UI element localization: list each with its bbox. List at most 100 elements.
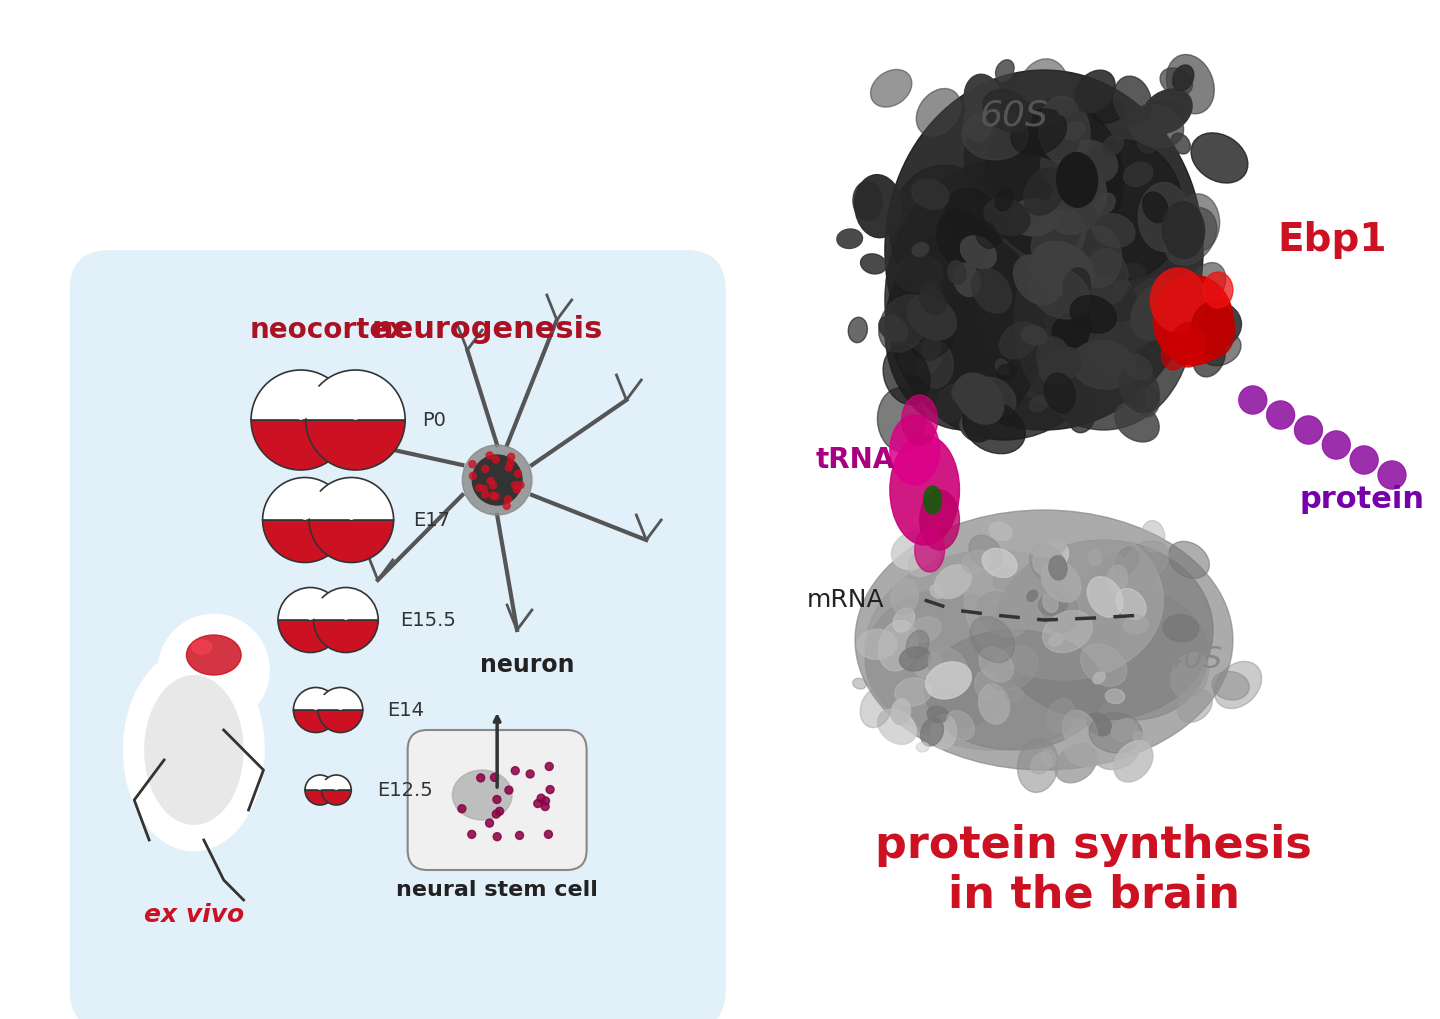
Ellipse shape: [1077, 152, 1094, 167]
Circle shape: [469, 473, 477, 480]
Ellipse shape: [1064, 121, 1084, 141]
Ellipse shape: [1038, 593, 1067, 615]
Circle shape: [1322, 431, 1351, 459]
Circle shape: [468, 830, 475, 839]
Circle shape: [508, 453, 514, 461]
Text: P0: P0: [422, 411, 446, 429]
Ellipse shape: [1041, 560, 1081, 602]
Ellipse shape: [972, 269, 1011, 313]
Text: neuron: neuron: [480, 653, 575, 677]
Ellipse shape: [969, 535, 1002, 570]
Ellipse shape: [979, 684, 1009, 725]
Ellipse shape: [1191, 132, 1248, 183]
Circle shape: [495, 807, 504, 815]
Ellipse shape: [910, 616, 942, 642]
Ellipse shape: [912, 243, 929, 257]
Circle shape: [511, 766, 520, 774]
Ellipse shape: [1130, 283, 1182, 340]
Circle shape: [505, 464, 513, 471]
Ellipse shape: [995, 190, 1012, 211]
Ellipse shape: [917, 340, 953, 388]
Ellipse shape: [1171, 652, 1208, 698]
Circle shape: [504, 495, 511, 502]
Wedge shape: [321, 488, 382, 520]
Ellipse shape: [1162, 202, 1205, 259]
Ellipse shape: [1172, 65, 1194, 91]
FancyBboxPatch shape: [408, 730, 586, 870]
Ellipse shape: [1056, 744, 1097, 783]
Ellipse shape: [1113, 76, 1152, 125]
Wedge shape: [321, 775, 351, 790]
Ellipse shape: [1043, 593, 1058, 612]
Ellipse shape: [1153, 275, 1233, 365]
Ellipse shape: [1064, 140, 1184, 280]
Ellipse shape: [1092, 98, 1125, 123]
Ellipse shape: [1014, 255, 1061, 305]
Ellipse shape: [1048, 634, 1063, 646]
Ellipse shape: [1041, 149, 1089, 193]
Ellipse shape: [1122, 277, 1182, 337]
Wedge shape: [278, 588, 343, 620]
Wedge shape: [325, 779, 347, 790]
Ellipse shape: [1093, 732, 1140, 769]
Ellipse shape: [1212, 672, 1250, 700]
Ellipse shape: [1076, 226, 1122, 287]
Circle shape: [1351, 446, 1378, 474]
Ellipse shape: [861, 254, 887, 274]
Ellipse shape: [894, 256, 943, 292]
Ellipse shape: [971, 616, 1015, 662]
Ellipse shape: [963, 400, 1025, 453]
Text: neurogenesis: neurogenesis: [372, 316, 603, 344]
Ellipse shape: [1048, 555, 1067, 580]
Wedge shape: [300, 693, 331, 710]
Wedge shape: [321, 790, 351, 805]
Ellipse shape: [920, 717, 943, 746]
Ellipse shape: [124, 650, 264, 850]
Ellipse shape: [1171, 323, 1207, 367]
Ellipse shape: [1138, 182, 1189, 252]
Ellipse shape: [929, 647, 969, 690]
Ellipse shape: [1178, 689, 1212, 722]
Ellipse shape: [912, 314, 955, 360]
Ellipse shape: [1032, 125, 1079, 160]
Text: E12.5: E12.5: [377, 781, 433, 800]
Ellipse shape: [1161, 68, 1192, 96]
Ellipse shape: [1166, 54, 1214, 114]
Ellipse shape: [979, 647, 1014, 682]
Ellipse shape: [878, 294, 929, 353]
Circle shape: [481, 491, 488, 498]
Ellipse shape: [946, 189, 1005, 250]
Ellipse shape: [1103, 135, 1123, 156]
Circle shape: [1267, 401, 1295, 429]
Circle shape: [1238, 386, 1267, 414]
Ellipse shape: [1048, 169, 1106, 234]
Ellipse shape: [1100, 553, 1125, 584]
Ellipse shape: [1115, 547, 1138, 575]
Ellipse shape: [886, 160, 1123, 440]
Ellipse shape: [923, 486, 942, 514]
Ellipse shape: [999, 322, 1038, 359]
Ellipse shape: [1123, 615, 1148, 634]
Ellipse shape: [1009, 199, 1058, 235]
Ellipse shape: [1087, 249, 1128, 305]
Wedge shape: [310, 520, 393, 562]
Ellipse shape: [1089, 324, 1138, 380]
Wedge shape: [251, 420, 350, 470]
Ellipse shape: [1063, 710, 1097, 753]
Ellipse shape: [186, 635, 240, 675]
Text: E14: E14: [387, 700, 423, 719]
Ellipse shape: [1053, 313, 1097, 347]
Ellipse shape: [994, 569, 1014, 589]
Circle shape: [546, 762, 553, 770]
Ellipse shape: [1037, 337, 1073, 382]
Circle shape: [534, 800, 541, 807]
Ellipse shape: [1031, 210, 1086, 269]
Circle shape: [492, 796, 501, 804]
Ellipse shape: [1138, 138, 1155, 153]
Ellipse shape: [1136, 386, 1159, 417]
Ellipse shape: [975, 150, 1174, 410]
Text: neural stem cell: neural stem cell: [396, 880, 598, 900]
Wedge shape: [251, 370, 350, 420]
Ellipse shape: [963, 105, 992, 142]
Ellipse shape: [897, 292, 926, 326]
